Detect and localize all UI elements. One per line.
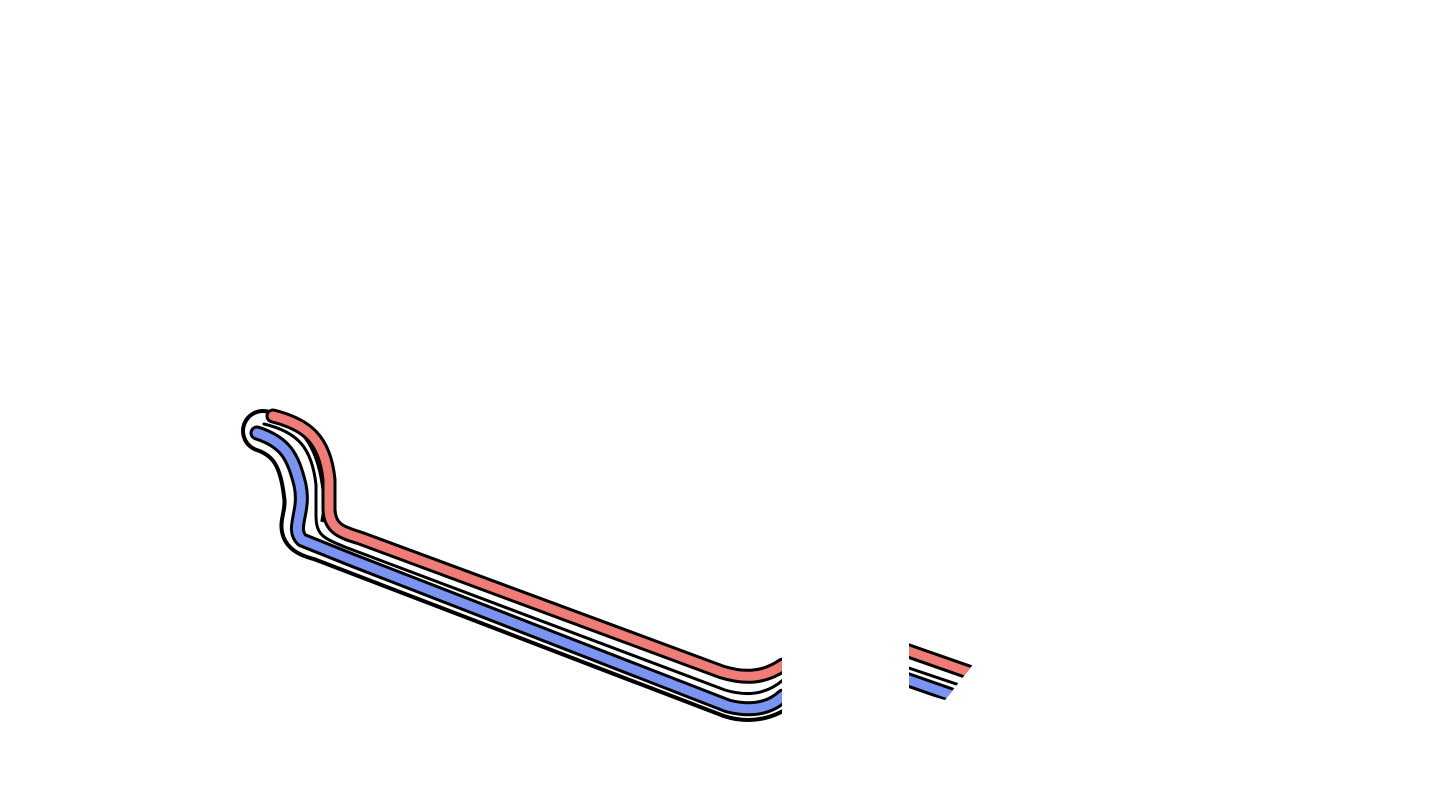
track-cut-mask [782,640,912,730]
fragment-blue-lane [909,672,975,700]
track-fragment [909,640,975,700]
red-lane [268,411,788,681]
blue-lane [252,428,788,714]
middle-divider-line [262,422,785,696]
fragment-red-lane [909,643,975,681]
track-main-section [241,408,912,730]
